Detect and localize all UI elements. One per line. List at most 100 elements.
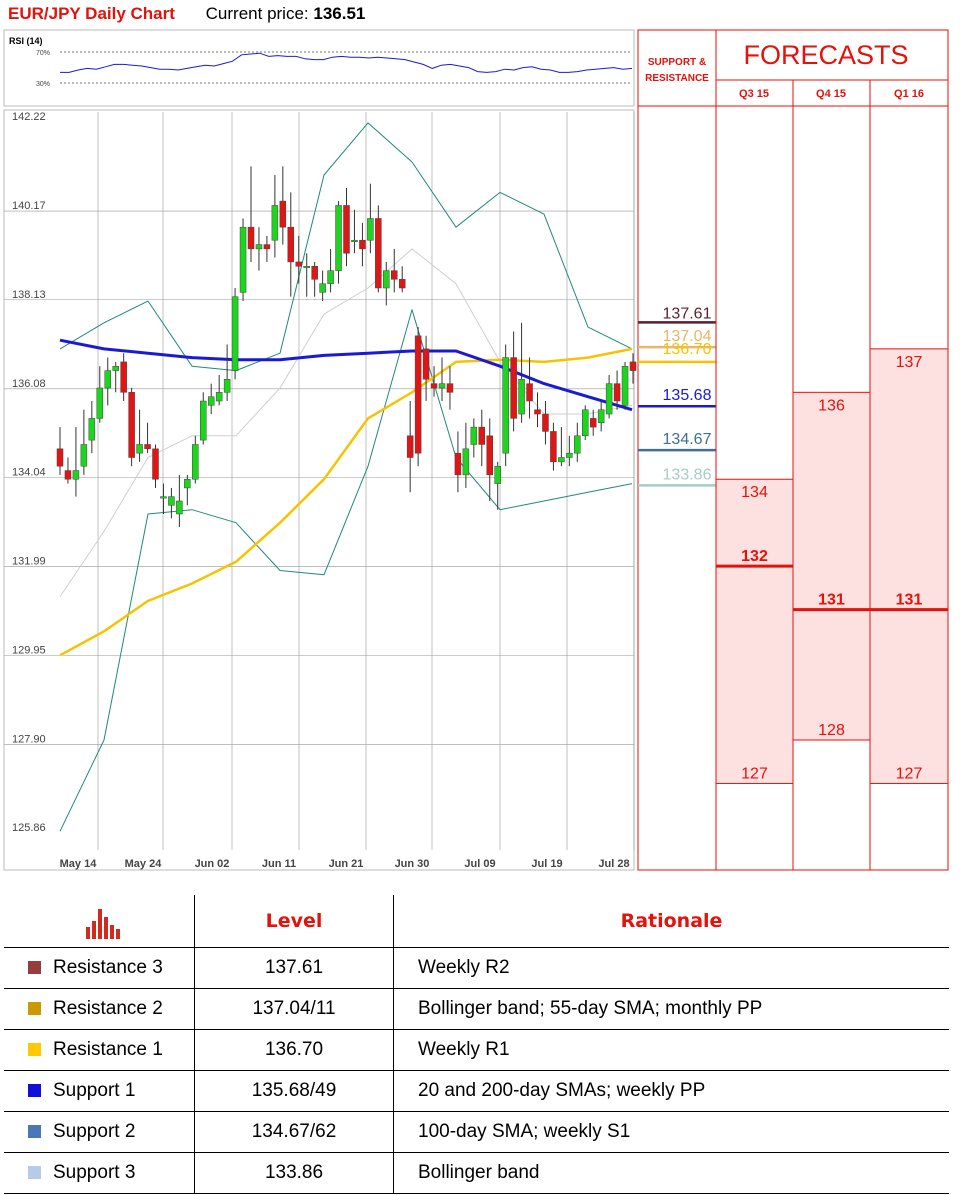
candle bbox=[558, 427, 565, 467]
current-price-value: 136.51 bbox=[313, 4, 366, 23]
row-level: 137.04/11 bbox=[194, 988, 394, 1030]
candle bbox=[120, 353, 127, 402]
rsi-70-label: 70% bbox=[36, 50, 50, 57]
sr-header-1: SUPPORT & bbox=[648, 57, 706, 68]
current-price: Current price: 136.51 bbox=[205, 4, 366, 23]
rsi-line bbox=[60, 52, 633, 73]
level-color-swatch bbox=[28, 1166, 41, 1179]
levels-table: Level Rationale Resistance 3 137.61 Weekly… bbox=[4, 895, 949, 1194]
candle bbox=[112, 361, 119, 393]
candle bbox=[398, 266, 406, 293]
x-tick-label: May 14 bbox=[60, 858, 98, 870]
series-line-bollinger-upper bbox=[59, 122, 633, 372]
level-color-swatch bbox=[28, 961, 41, 974]
candle bbox=[486, 418, 493, 501]
y-tick-label: 142.22 bbox=[12, 111, 46, 123]
row-name-cell: Support 1 bbox=[4, 1070, 195, 1112]
row-name-cell: Support 3 bbox=[4, 1152, 195, 1194]
series-line-200-day-sma bbox=[59, 338, 633, 412]
row-name: Support 3 bbox=[53, 1162, 136, 1183]
candle bbox=[287, 192, 295, 297]
rationale-header: Rationale bbox=[393, 895, 949, 948]
x-tick-label: Jun 11 bbox=[262, 858, 296, 870]
candle bbox=[446, 366, 454, 410]
forecast-high: 134 bbox=[741, 484, 768, 501]
candle bbox=[255, 227, 263, 271]
table-row: Resistance 2 137.04/11 Bollinger band; 55-… bbox=[4, 988, 949, 1030]
sr-level-label: 134.67 bbox=[663, 431, 712, 448]
candle bbox=[574, 422, 581, 462]
candle bbox=[303, 253, 310, 297]
sr-header-2: RESISTANCE bbox=[645, 73, 709, 84]
row-rationale: Bollinger band bbox=[393, 1152, 949, 1194]
y-tick-label: 125.86 bbox=[12, 822, 46, 834]
x-tick-label: Jun 30 bbox=[395, 858, 430, 870]
row-name-cell: Resistance 3 bbox=[4, 947, 195, 989]
x-tick-label: Jul 19 bbox=[531, 858, 562, 870]
candle bbox=[279, 166, 287, 245]
candle bbox=[550, 422, 557, 471]
forecast-mid: 132 bbox=[741, 548, 768, 565]
x-tick-label: Jul 28 bbox=[598, 858, 629, 870]
forecast-low: 127 bbox=[741, 765, 768, 782]
table-icon-cell bbox=[4, 895, 195, 948]
candle bbox=[462, 422, 470, 488]
candle bbox=[589, 409, 597, 436]
candle bbox=[613, 370, 621, 410]
y-tick-label: 138.13 bbox=[12, 289, 46, 301]
y-tick-label: 131.99 bbox=[12, 556, 46, 568]
y-axis: 142.22 140.17 138.13 136.08 134.04 131.99 129.… bbox=[12, 111, 46, 834]
candle bbox=[80, 409, 88, 475]
x-tick-label: Jul 09 bbox=[464, 858, 495, 870]
series-line-100-day-sma bbox=[59, 347, 633, 657]
candle bbox=[605, 374, 613, 419]
candles bbox=[56, 166, 637, 528]
candle bbox=[414, 327, 422, 467]
y-tick-label: 136.08 bbox=[12, 378, 46, 390]
candle bbox=[128, 387, 135, 467]
x-tick-label: Jun 02 bbox=[195, 858, 230, 870]
candle bbox=[582, 405, 589, 441]
candle bbox=[207, 383, 215, 415]
bar-chart-icon bbox=[86, 909, 120, 939]
forecast-low: 127 bbox=[896, 765, 923, 782]
row-level: 136.70 bbox=[194, 1029, 394, 1071]
row-level: 134.67/62 bbox=[194, 1111, 394, 1153]
candle bbox=[566, 435, 573, 467]
row-name-cell: Support 2 bbox=[4, 1111, 195, 1153]
price-panel bbox=[3, 109, 635, 871]
candle bbox=[375, 205, 382, 293]
candle bbox=[263, 235, 271, 262]
candle bbox=[518, 322, 525, 423]
x-tick-label: Jun 21 bbox=[329, 858, 364, 870]
forecast-high: 137 bbox=[896, 354, 923, 371]
sr-level-label: 137.04 bbox=[663, 328, 712, 345]
y-tick-label: 127.90 bbox=[12, 733, 46, 745]
rsi-panel bbox=[3, 29, 635, 107]
quarter-q4-15: Q4 15 bbox=[816, 88, 846, 100]
row-name: Support 1 bbox=[53, 1080, 136, 1101]
table-row: Support 3 133.86 Bollinger band bbox=[4, 1152, 949, 1194]
y-tick-label: 140.17 bbox=[12, 200, 46, 212]
candle bbox=[231, 288, 239, 380]
row-name: Support 2 bbox=[53, 1121, 136, 1142]
candle bbox=[152, 444, 159, 488]
candle bbox=[160, 483, 167, 515]
candle bbox=[192, 435, 199, 484]
candle bbox=[470, 418, 478, 458]
candle bbox=[510, 331, 517, 432]
candle bbox=[319, 270, 326, 302]
row-name: Resistance 2 bbox=[53, 998, 163, 1019]
candle bbox=[422, 335, 430, 402]
candle bbox=[136, 409, 143, 462]
table-row: Support 2 134.67/62 100-day SMA; weekly S1 bbox=[4, 1111, 949, 1153]
candle bbox=[271, 175, 279, 258]
row-level: 137.61 bbox=[194, 947, 394, 989]
row-name-cell: Resistance 2 bbox=[4, 988, 195, 1030]
candle bbox=[406, 401, 414, 493]
row-name: Resistance 3 bbox=[53, 957, 163, 978]
candle bbox=[629, 353, 637, 384]
candle bbox=[200, 392, 207, 445]
row-rationale: Weekly R2 bbox=[393, 947, 949, 989]
chart-header: EUR/JPY Daily Chart Current price: 136.5… bbox=[8, 4, 365, 24]
